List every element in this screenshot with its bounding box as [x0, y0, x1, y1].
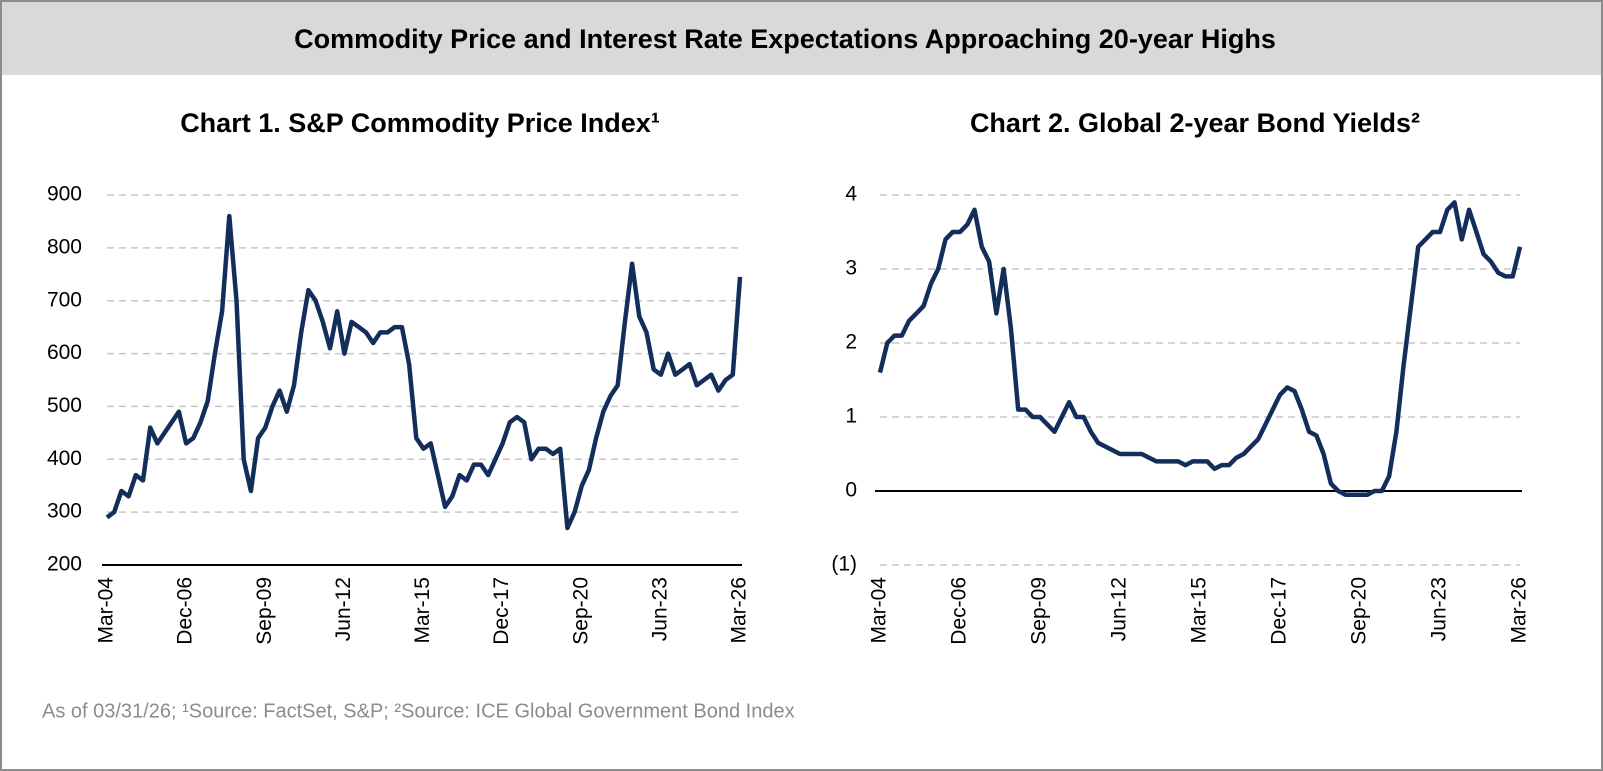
y-tick-label: 2: [845, 331, 857, 354]
y-tick-label: 300: [47, 500, 82, 523]
x-tick-label: Mar-15: [1188, 577, 1211, 644]
y-tick-label: 4: [845, 183, 857, 206]
x-tick-label: Jun-23: [648, 577, 671, 641]
chart-title: Chart 2. Global 2-year Bond Yields²: [970, 108, 1420, 138]
x-tick-label: Jun-12: [332, 577, 355, 641]
x-tick-label: Jun-23: [1428, 577, 1451, 641]
y-tick-label: (1): [831, 553, 857, 576]
chart-title: Chart 1. S&P Commodity Price Index¹: [180, 108, 660, 138]
series-line: [105, 213, 743, 531]
x-tick-label: Mar-04: [868, 577, 891, 644]
y-tick-label: 900: [47, 183, 82, 206]
y-tick-label: 400: [47, 447, 82, 470]
y-tick-label: 0: [845, 479, 857, 502]
page-title: Commodity Price and Interest Rate Expect…: [294, 24, 1276, 54]
footnote: As of 03/31/26; ¹Source: FactSet, S&P; ²…: [42, 700, 795, 722]
x-tick-label: Dec-06: [948, 577, 971, 645]
x-tick-label: Mar-15: [411, 577, 434, 644]
y-tick-label: 1: [845, 405, 857, 428]
y-tick-label: 600: [47, 341, 82, 364]
x-tick-label: Mar-04: [95, 577, 118, 644]
y-tick-label: 200: [47, 553, 82, 576]
header-band: [2, 2, 1601, 75]
y-tick-label: 700: [47, 288, 82, 311]
x-tick-label: Sep-20: [569, 577, 592, 645]
y-tick-label: 800: [47, 235, 82, 258]
x-tick-label: Sep-09: [253, 577, 276, 645]
x-tick-label: Sep-20: [1348, 577, 1371, 645]
x-tick-label: Sep-09: [1028, 577, 1051, 645]
x-tick-label: Mar-26: [1508, 577, 1531, 644]
x-tick-label: Dec-17: [1268, 577, 1291, 645]
x-tick-label: Dec-06: [174, 577, 197, 645]
y-tick-label: 3: [845, 257, 857, 280]
x-tick-label: Mar-26: [728, 577, 751, 644]
y-tick-label: 500: [47, 394, 82, 417]
x-tick-label: Dec-17: [490, 577, 513, 645]
x-tick-label: Jun-12: [1108, 577, 1131, 641]
series-line: [877, 200, 1523, 497]
